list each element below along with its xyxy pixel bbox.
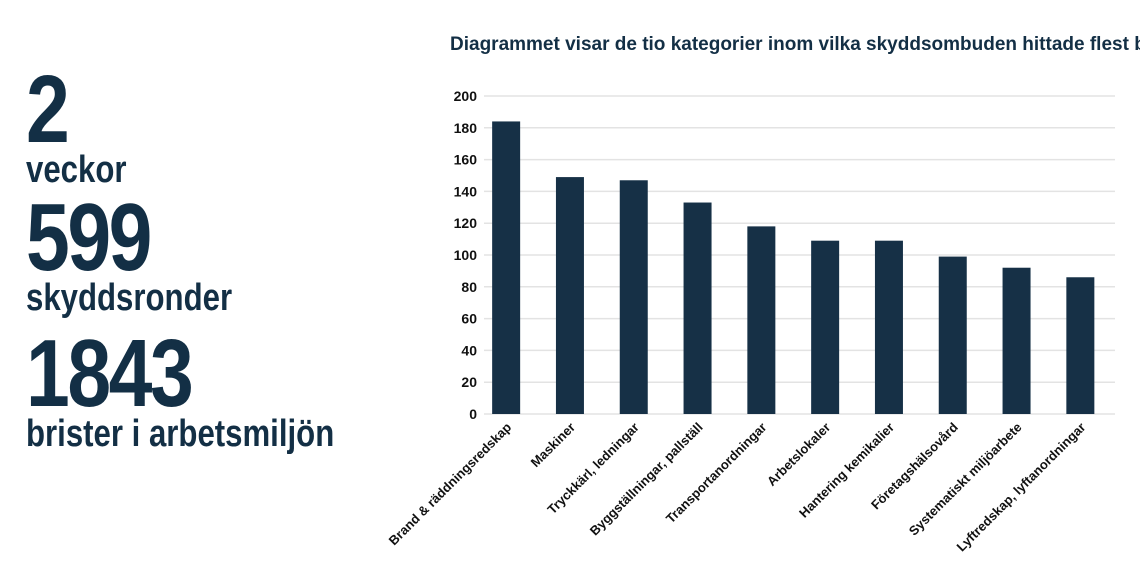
y-tick-label: 60 [461, 311, 477, 327]
bar [1002, 267, 1031, 414]
x-tick-label: Byggställningar, pallställ [587, 420, 706, 539]
y-tick-label: 200 [454, 88, 478, 104]
bar [555, 177, 584, 414]
x-tick-label: Brand & räddningsredskap [386, 419, 515, 548]
y-tick-label: 20 [461, 374, 477, 390]
y-tick-label: 80 [461, 279, 477, 295]
y-tick-label: 40 [461, 342, 477, 358]
y-tick-label: 100 [454, 247, 478, 263]
stat-rounds-label: skyddsronder [26, 277, 233, 319]
y-tick-label: 140 [454, 183, 478, 199]
x-tick-label: Lyftredskap, lyftanordningar [954, 420, 1089, 555]
y-tick-label: 160 [454, 152, 478, 168]
stat-issues-value: 1843 [26, 320, 194, 427]
x-tick-label: Maskiner [528, 420, 578, 470]
bar [938, 256, 967, 414]
y-tick-label: 120 [454, 215, 478, 231]
y-tick-label: 0 [469, 406, 477, 422]
bar [874, 240, 903, 414]
stat-issues-label: brister i arbetsmiljön [26, 413, 335, 455]
bar [1066, 277, 1095, 414]
chart-title: Diagrammet visar de tio kategorier inom … [450, 34, 1140, 55]
stats-panel: 2 veckor 599 skyddsronder 1843 brister i… [26, 56, 402, 455]
stat-weeks-value: 2 [26, 56, 70, 163]
bar [683, 202, 712, 414]
y-tick-label: 180 [454, 120, 478, 136]
x-tick-label: Arbetslokaler [764, 420, 833, 489]
bar [619, 180, 648, 414]
x-tick-label: Systematiskt miljöarbete [906, 420, 1025, 539]
stat-rounds-value: 599 [26, 184, 152, 291]
bar [811, 240, 840, 414]
bar [747, 226, 776, 414]
bar [492, 121, 521, 414]
stat-weeks-label: veckor [26, 149, 127, 191]
